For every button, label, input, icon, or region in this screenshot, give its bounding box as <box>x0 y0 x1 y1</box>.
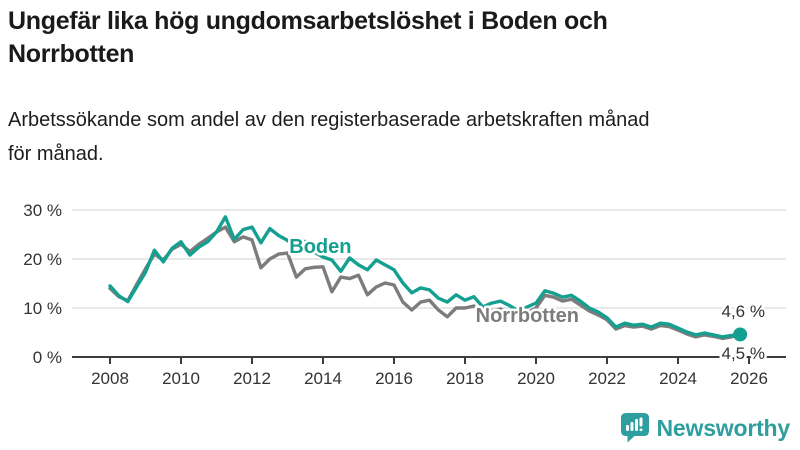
series-line-boden <box>108 215 742 339</box>
newsworthy-logo-icon <box>620 413 649 443</box>
series-label-norrbotten: Norrbotten <box>476 305 579 327</box>
y-tick-label: 0 % <box>33 348 62 367</box>
brand-footer: Newsworthy <box>620 412 790 444</box>
page-title-line1: Ungefär lika hög ungdomsarbetslöshet i B… <box>8 7 608 35</box>
x-tick-label: 2026 <box>730 369 768 388</box>
y-tick-label: 20 % <box>23 250 62 269</box>
brand-wordmark: Newsworthy <box>656 414 791 441</box>
page-title: Ungefär lika hög ungdomsarbetslöshet i B… <box>8 5 788 71</box>
x-tick-label: 2012 <box>233 369 271 388</box>
y-tick-label: 30 % <box>23 201 62 220</box>
x-tick-label: 2020 <box>517 369 555 388</box>
page-subtitle-line2: för månad. <box>8 143 104 165</box>
end-value-label-norrbotten: 4,5 % <box>721 344 764 363</box>
series-label-boden: Boden <box>289 236 351 258</box>
x-tick-label: 2016 <box>375 369 413 388</box>
page-subtitle-line1: Arbetssökande som andel av den registerb… <box>8 109 650 131</box>
x-tick-label: 2018 <box>446 369 484 388</box>
line-chart: 0 % 10 % 20 % 30 % 2008 2010 2012 2014 2016 2018 2… <box>23 201 786 388</box>
end-value-label-boden: 4,6 % <box>721 302 764 321</box>
series-end-dot-boden <box>733 327 748 342</box>
y-tick-label: 10 % <box>23 299 62 318</box>
x-tick-label: 2024 <box>659 369 697 388</box>
page-title-line2: Norrbotten <box>8 40 135 68</box>
x-tick-label: 2008 <box>91 369 129 388</box>
x-tick-label: 2022 <box>588 369 626 388</box>
x-tick-label: 2010 <box>162 369 200 388</box>
page-subtitle: Arbetssökande som andel av den registerb… <box>8 103 788 171</box>
x-tick-label: 2014 <box>304 369 342 388</box>
